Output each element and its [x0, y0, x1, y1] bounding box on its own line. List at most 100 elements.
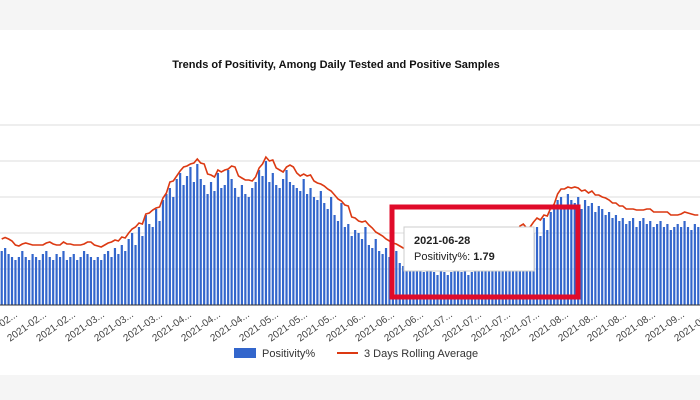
bar[interactable]	[614, 215, 618, 305]
bar[interactable]	[182, 185, 185, 305]
bar[interactable]	[556, 200, 559, 305]
bar[interactable]	[213, 191, 216, 305]
bar[interactable]	[374, 239, 377, 305]
bar[interactable]	[350, 236, 353, 305]
bar[interactable]	[17, 257, 20, 305]
bar[interactable]	[491, 263, 494, 305]
bar[interactable]	[549, 212, 552, 305]
bar[interactable]	[41, 254, 44, 305]
bar[interactable]	[117, 254, 120, 305]
bar[interactable]	[381, 254, 384, 305]
bar[interactable]	[343, 227, 346, 305]
bar[interactable]	[443, 272, 446, 305]
bar[interactable]	[597, 206, 600, 305]
bar[interactable]	[436, 275, 439, 305]
bar[interactable]	[590, 203, 594, 305]
bar[interactable]	[408, 266, 412, 305]
bar[interactable]	[330, 197, 333, 305]
bar[interactable]	[378, 251, 381, 305]
bar[interactable]	[686, 227, 690, 305]
bar[interactable]	[257, 170, 261, 305]
bar[interactable]	[402, 266, 405, 305]
bar[interactable]	[405, 257, 408, 305]
bar[interactable]	[285, 170, 288, 305]
bar[interactable]	[659, 221, 662, 305]
bar[interactable]	[299, 191, 302, 305]
bar[interactable]	[511, 254, 515, 305]
bar[interactable]	[384, 248, 388, 305]
bar[interactable]	[28, 260, 31, 305]
bar[interactable]	[306, 194, 309, 305]
bar[interactable]	[642, 218, 645, 305]
bar[interactable]	[594, 212, 597, 305]
bar[interactable]	[573, 203, 576, 305]
bar[interactable]	[566, 194, 569, 305]
bar[interactable]	[131, 233, 134, 305]
bar[interactable]	[357, 233, 360, 305]
bar[interactable]	[508, 257, 511, 305]
bar[interactable]	[662, 227, 666, 305]
bar[interactable]	[649, 221, 652, 305]
bar[interactable]	[62, 251, 65, 305]
bar[interactable]	[635, 227, 638, 305]
bar[interactable]	[264, 161, 268, 305]
bar[interactable]	[367, 245, 370, 305]
bar-series[interactable]	[0, 161, 700, 305]
bar[interactable]	[223, 185, 226, 305]
bar[interactable]	[14, 260, 17, 305]
bar[interactable]	[323, 203, 326, 305]
bar[interactable]	[487, 260, 491, 305]
bar[interactable]	[450, 272, 453, 305]
bar[interactable]	[505, 251, 508, 305]
bar[interactable]	[460, 272, 463, 305]
bar[interactable]	[422, 272, 425, 305]
bar[interactable]	[336, 221, 340, 305]
bar[interactable]	[38, 260, 41, 305]
bar[interactable]	[628, 221, 631, 305]
bar[interactable]	[501, 254, 504, 305]
bar[interactable]	[45, 251, 48, 305]
bar[interactable]	[498, 260, 501, 305]
bar[interactable]	[93, 260, 96, 305]
bar[interactable]	[227, 170, 230, 305]
bar[interactable]	[484, 266, 487, 305]
bar[interactable]	[429, 266, 432, 305]
bar[interactable]	[278, 188, 281, 305]
bar[interactable]	[456, 266, 460, 305]
bar[interactable]	[244, 194, 247, 305]
bar[interactable]	[666, 224, 669, 305]
bar[interactable]	[364, 227, 367, 305]
bar[interactable]	[419, 266, 422, 305]
bar[interactable]	[559, 197, 563, 305]
bar[interactable]	[388, 257, 391, 305]
bar[interactable]	[470, 272, 473, 305]
bar[interactable]	[309, 188, 312, 305]
bar[interactable]	[124, 251, 127, 305]
bar[interactable]	[398, 263, 401, 305]
bar[interactable]	[611, 218, 614, 305]
bar[interactable]	[587, 206, 590, 305]
bar[interactable]	[76, 260, 79, 305]
bar[interactable]	[638, 221, 642, 305]
bar[interactable]	[395, 251, 398, 305]
bar[interactable]	[645, 224, 648, 305]
bar[interactable]	[669, 230, 672, 305]
bar[interactable]	[34, 257, 38, 305]
bar[interactable]	[271, 173, 274, 305]
bar[interactable]	[165, 194, 168, 305]
bar[interactable]	[240, 185, 244, 305]
bar[interactable]	[415, 269, 419, 305]
bar[interactable]	[31, 254, 34, 305]
bar[interactable]	[10, 257, 14, 305]
bar[interactable]	[680, 227, 683, 305]
bar[interactable]	[168, 188, 171, 305]
bar[interactable]	[281, 179, 285, 305]
bar[interactable]	[254, 182, 257, 305]
bar[interactable]	[55, 254, 58, 305]
bar[interactable]	[292, 185, 295, 305]
bar[interactable]	[209, 182, 213, 305]
bar[interactable]	[233, 188, 237, 305]
bar[interactable]	[525, 239, 528, 305]
rolling-average-line[interactable]	[1, 155, 699, 262]
bar[interactable]	[134, 245, 137, 305]
